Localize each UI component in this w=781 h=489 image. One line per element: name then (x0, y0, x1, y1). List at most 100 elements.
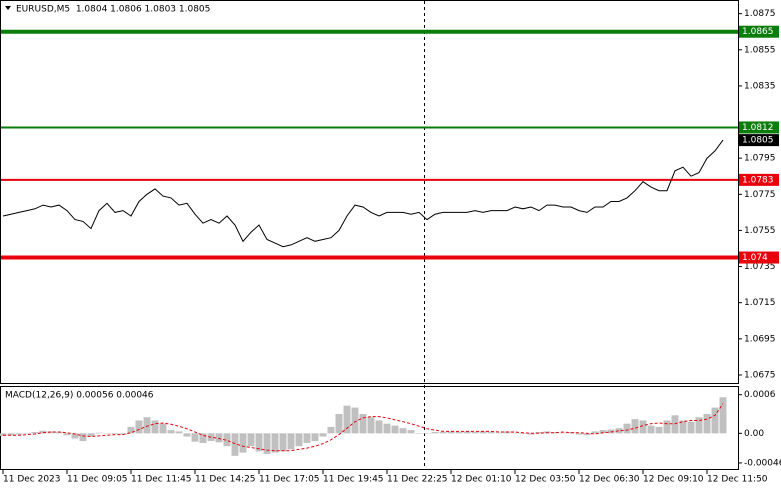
histogram-bar (575, 433, 583, 435)
histogram-bar (191, 433, 199, 442)
histogram-bar (407, 430, 415, 434)
y-tick-label: 1.0695 (744, 334, 776, 344)
histogram-bar (671, 415, 679, 434)
histogram-bar (231, 433, 239, 456)
histogram-bar (7, 433, 15, 436)
histogram-bar (23, 433, 31, 434)
y-tick-label: 1.0795 (744, 154, 776, 164)
histogram-bar (263, 433, 271, 454)
price-label-box (739, 134, 779, 147)
histogram-bar (39, 430, 47, 434)
histogram-bar (311, 433, 319, 442)
histogram-bar (79, 433, 87, 442)
histogram-bar (479, 431, 487, 434)
histogram-bar (135, 420, 143, 434)
histogram-bar (335, 414, 343, 434)
histogram-bar (63, 433, 71, 436)
histogram-bar (695, 417, 703, 434)
x-tick-label: 11 Dec 17:05 (259, 475, 320, 485)
macd-panel-frame (0, 386, 739, 470)
histogram-bar (607, 429, 615, 434)
histogram-bar (167, 430, 175, 434)
histogram-bar (583, 433, 591, 436)
x-tick-label: 11 Dec 14:25 (195, 475, 256, 485)
x-tick-label: 12 Dec 03:50 (515, 475, 576, 485)
y-tick-label: 1.0855 (744, 45, 776, 55)
signal-line (3, 403, 724, 452)
x-tick-label: 11 Dec 11:45 (131, 475, 192, 485)
histogram-bar (455, 432, 463, 434)
macd-title: MACD(12,26,9) 0.00056 0.00046 (5, 391, 154, 401)
histogram-bar (199, 433, 207, 443)
level-label-box (739, 173, 779, 186)
histogram-bar (623, 423, 631, 434)
x-tick-label: 12 Dec 01:10 (451, 475, 512, 485)
histogram-bar (343, 405, 351, 434)
y-tick-label: 1.0715 (744, 298, 776, 308)
histogram-bar (151, 420, 159, 434)
histogram-bar (711, 407, 719, 434)
histogram-bar (175, 431, 183, 434)
histogram-bar (431, 432, 439, 434)
histogram-bar (647, 425, 655, 434)
histogram-bar (663, 420, 671, 434)
histogram-bar (87, 433, 95, 437)
y-tick-label: 1.0755 (744, 226, 776, 236)
histogram-bar (223, 433, 231, 447)
x-tick-label: 12 Dec 11:50 (707, 475, 768, 485)
histogram-bar (215, 433, 223, 443)
menu-arrow[interactable] (5, 6, 11, 10)
x-tick-label: 12 Dec 06:30 (579, 475, 640, 485)
histogram-bar (415, 433, 423, 434)
histogram-bar (271, 433, 279, 453)
histogram-bar (719, 397, 727, 434)
x-tick-label: 11 Dec 19:45 (323, 475, 384, 485)
histogram-bar (511, 432, 519, 434)
histogram-bar (383, 423, 391, 434)
y-tick-label: 1.0875 (744, 9, 776, 19)
x-tick-label: 11 Dec 2023 (3, 475, 61, 485)
x-tick-label: 12 Dec 09:10 (643, 475, 704, 485)
histogram-bar (375, 420, 383, 434)
histogram-bar (103, 433, 111, 434)
y-tick-label: 1.0675 (744, 370, 776, 380)
histogram-bar (487, 432, 495, 434)
histogram-bar (447, 431, 455, 434)
histogram-bar (463, 431, 471, 434)
histogram-bar (247, 433, 255, 447)
histogram-bar (255, 433, 263, 452)
y-tick-label: 1.0775 (744, 190, 776, 200)
histogram-bar (303, 433, 311, 443)
histogram-bar (95, 432, 103, 434)
histogram-bar (287, 433, 295, 450)
level-label-box (739, 25, 779, 38)
histogram-bar (111, 433, 119, 434)
histogram-bar (367, 417, 375, 434)
histogram-bar (687, 421, 695, 434)
level-label-box (739, 251, 779, 264)
x-tick-label: 11 Dec 09:05 (67, 475, 128, 485)
level-label: 1.0812 (742, 123, 774, 133)
price-label: 1.0805 (742, 136, 774, 146)
histogram-bar (239, 433, 247, 453)
level-label: 1.074 (742, 253, 768, 263)
histogram-bar (127, 426, 135, 434)
histogram-bar (15, 433, 23, 435)
histogram-bar (655, 426, 663, 434)
histogram-bar (439, 432, 447, 434)
histogram-bar (527, 433, 535, 435)
histogram-bar (519, 433, 527, 434)
histogram-bar (639, 420, 647, 434)
histogram-bar (495, 432, 503, 434)
histogram-bar (359, 414, 367, 434)
x-tick-label: 11 Dec 22:25 (387, 475, 448, 485)
y-tick-label: -0.00046 (744, 458, 781, 468)
histogram-bar (631, 419, 639, 434)
histogram-bar (615, 428, 623, 434)
histogram-bar (391, 425, 399, 434)
histogram-bar (47, 431, 55, 434)
histogram-bar (159, 423, 167, 434)
